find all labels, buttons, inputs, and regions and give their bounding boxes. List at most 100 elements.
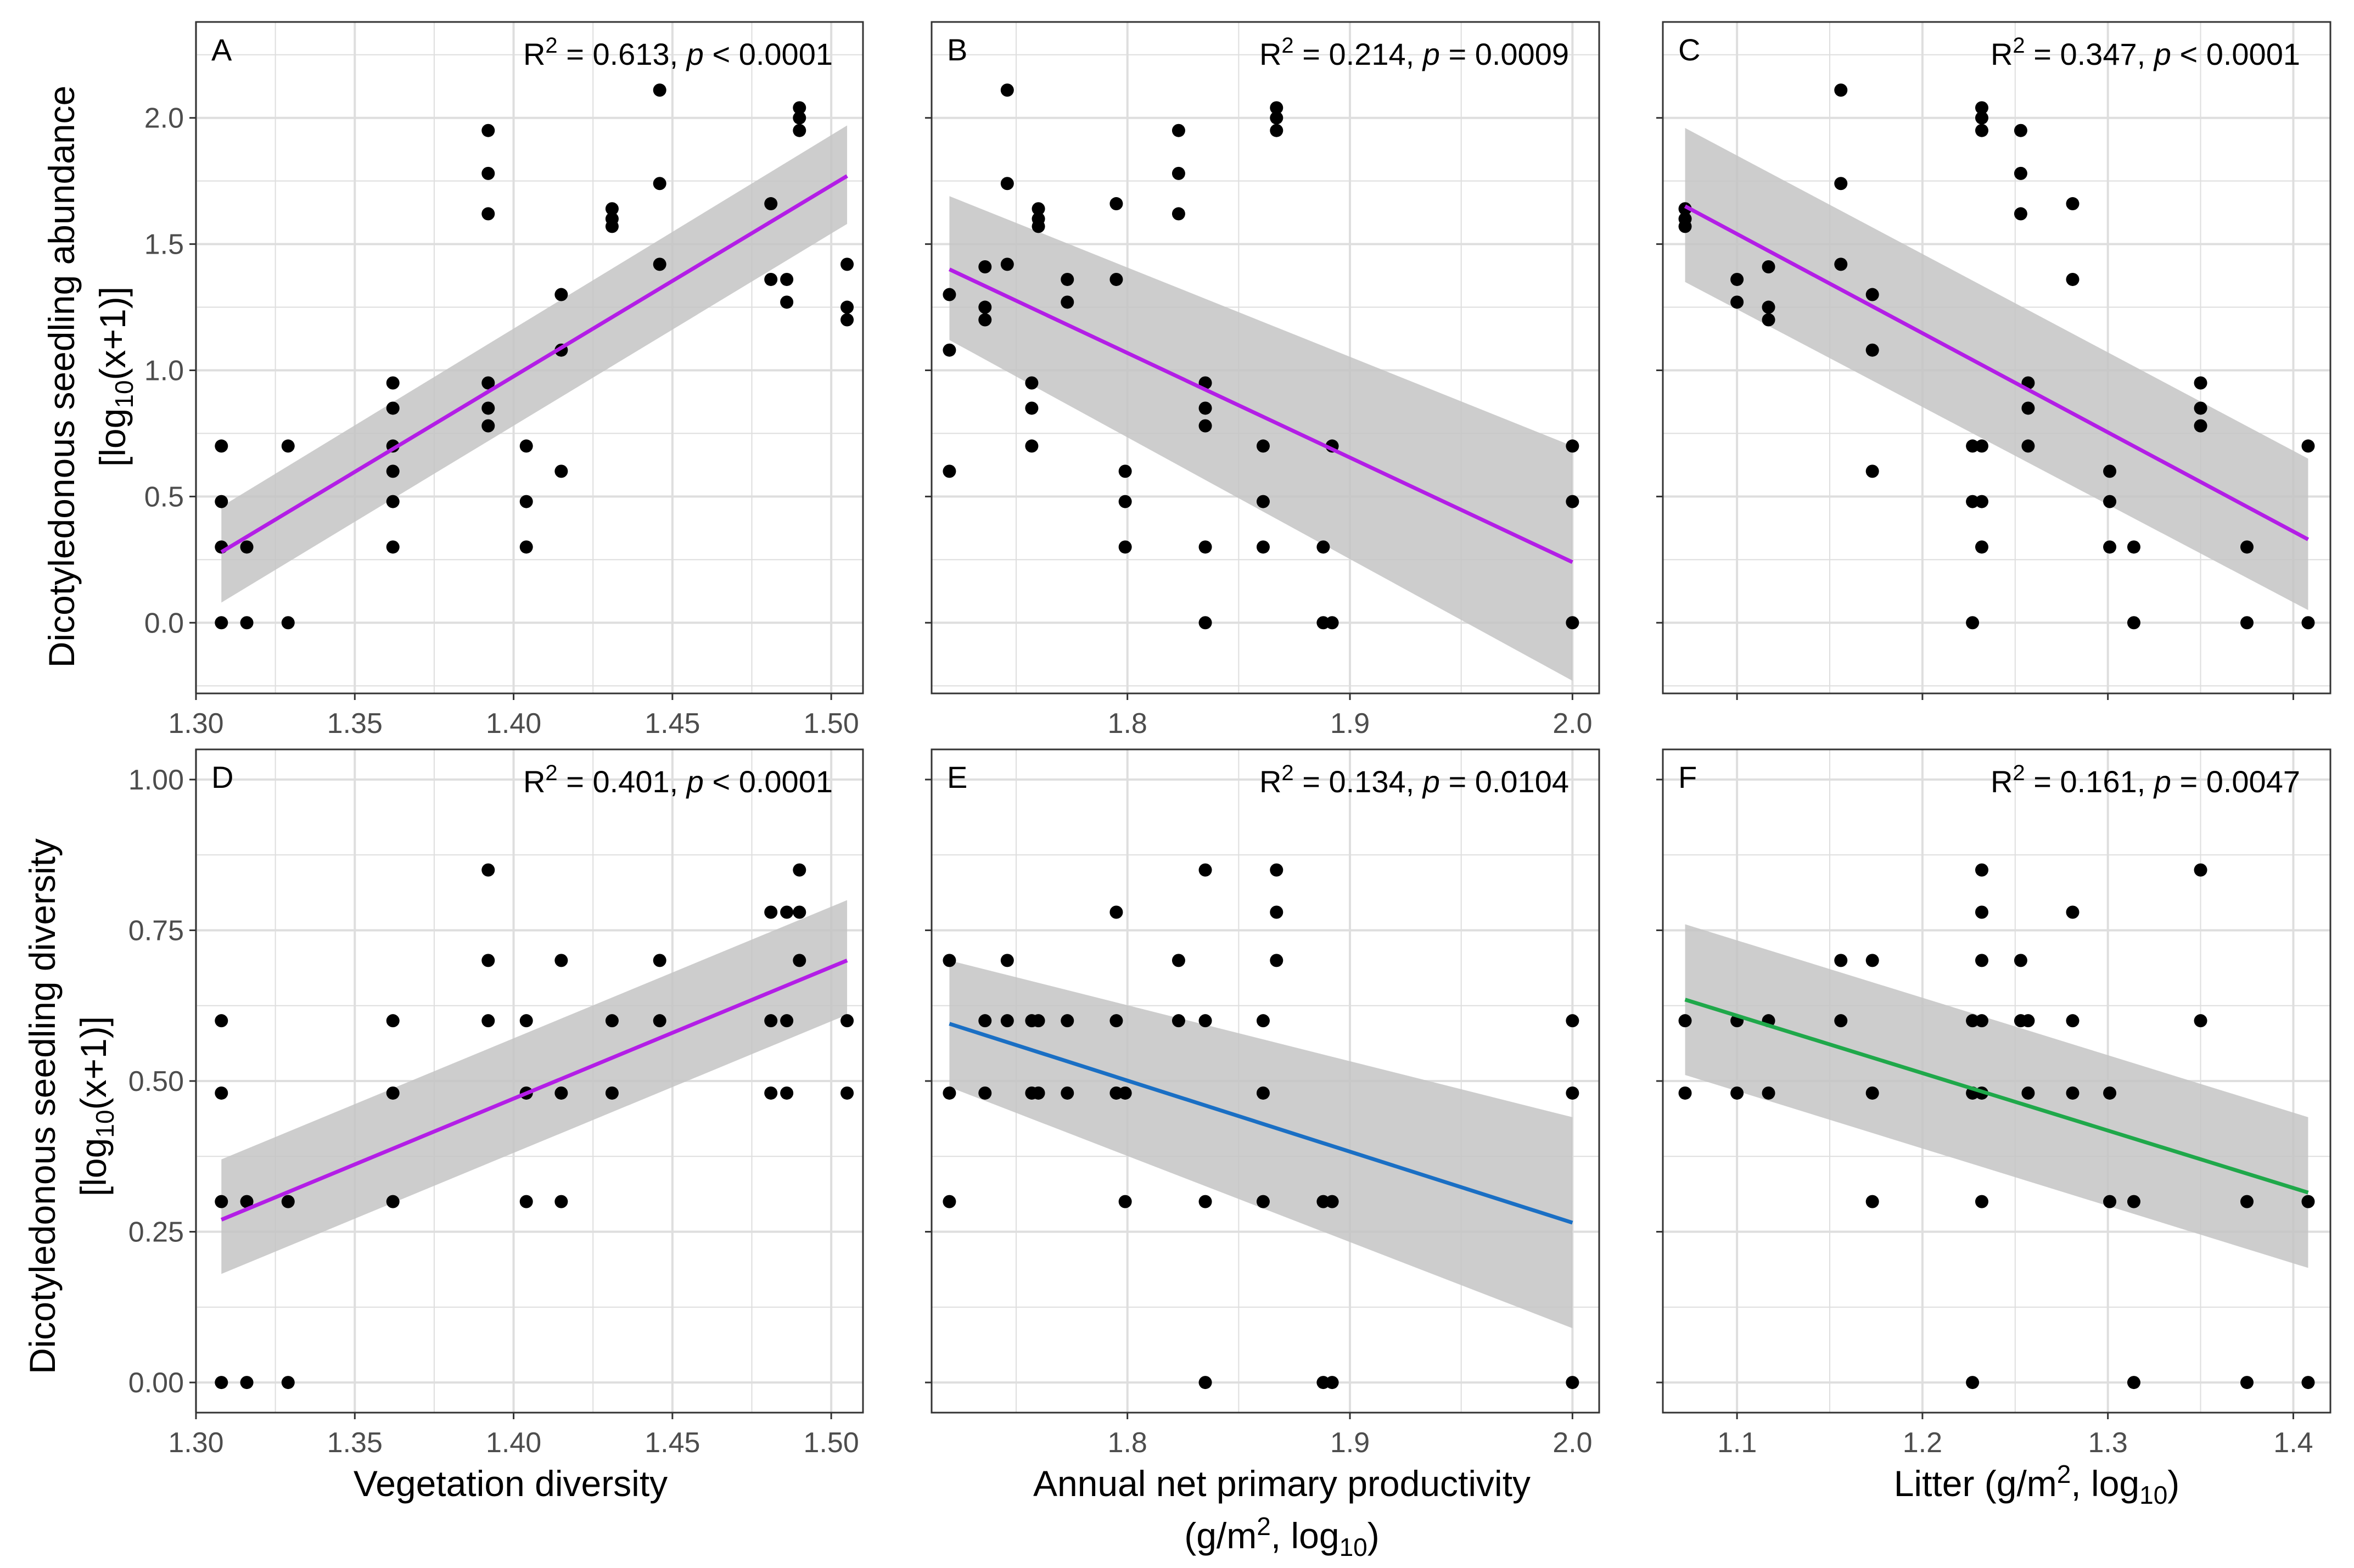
panel-e-stats: R2 = 0.134, p = 0.0104 <box>1259 761 1569 799</box>
panel-c-stats: R2 = 0.347, p < 0.0001 <box>1991 33 2300 71</box>
panel-e-stats-p-value: = 0.0104 <box>1440 764 1569 799</box>
y-title-diversity-line1: Dicotyledonous seedling diversity <box>22 838 63 1374</box>
panel-b-point-18 <box>1109 197 1123 211</box>
panel-e-fit-line <box>949 1022 1573 1225</box>
panel-b: 1.8 1.9 2.0 B R2 = 0.214, p = 0.0009 <box>925 21 1600 740</box>
panel-f-point-25 <box>2066 1014 2080 1028</box>
panel-b-point-10 <box>1025 401 1039 415</box>
panel-d-point-21 <box>605 1014 619 1028</box>
panel-a-point-6 <box>281 616 295 630</box>
panel-f-point-0 <box>1678 1086 1692 1100</box>
panel-c-point-19 <box>1975 439 1988 453</box>
panel-e-point-20 <box>1198 1376 1212 1390</box>
panel-c-point-23 <box>2014 207 2027 221</box>
y-axis-title-abundance: Dicotyledonous seedling abundance [log10… <box>41 86 138 668</box>
panel-a-point-10 <box>386 464 400 478</box>
panel-b-point-34 <box>1270 111 1284 125</box>
panel-d-point-20 <box>605 1086 619 1100</box>
panel-a-point-31 <box>653 83 666 97</box>
panel-f: 1.1 1.2 1.3 1.4 F R2 = 0.161, p = 0.0047 <box>1656 748 2331 1459</box>
panel-a-point-13 <box>386 376 400 390</box>
panel-f-point-18 <box>1975 905 1988 919</box>
panel-f-point-14 <box>1975 1195 1988 1208</box>
panel-e-point-21 <box>1198 1195 1212 1208</box>
panel-c-point-15 <box>1966 495 1980 508</box>
panel-d-point-30 <box>793 954 806 967</box>
panel-d-point-33 <box>840 1086 854 1100</box>
panel-b-fit-line <box>948 267 1573 564</box>
panel-f-point-19 <box>1975 863 1988 877</box>
panel-a-point-39 <box>840 313 854 327</box>
panel-c-fit-line <box>1684 204 2310 541</box>
panel-d-y-tick-label-2: 0.50 <box>128 1066 184 1097</box>
panel-b-x-tick-label-1: 1.9 <box>1330 708 1370 740</box>
panel-f-point-1 <box>1678 1014 1692 1028</box>
panel-a-point-25 <box>554 288 568 301</box>
panel-a-point-41 <box>840 257 854 271</box>
panel-e: 1.8 1.9 2.0 E R2 = 0.134, p = 0.0104 <box>925 748 1600 1459</box>
panel-e-point-28 <box>1270 905 1284 919</box>
panel-d-letter: D <box>211 760 233 794</box>
panel-d-x-tick-label-2: 1.40 <box>486 1427 541 1459</box>
panel-d-fit-line <box>220 959 848 1222</box>
x-title-vegetation-diversity: Vegetation diversity <box>354 1463 668 1504</box>
panel-e-point-1 <box>943 1086 956 1100</box>
panel-d-stats-p-value: < 0.0001 <box>704 764 833 799</box>
panel-d-confidence-band <box>221 900 848 1274</box>
panels: 0.00.51.01.52.01.30 1.35 1.40 1.45 1.50A R2 =… <box>128 21 2331 1459</box>
panel-c-letter: C <box>1678 32 1700 67</box>
panel-c-stats-p-value: < 0.0001 <box>2171 37 2300 71</box>
panel-c-stats-p-label: p <box>2153 37 2171 71</box>
panel-e-stats-r-label: R <box>1259 764 1281 799</box>
panel-f-point-6 <box>1834 1014 1848 1028</box>
panel-b-point-3 <box>978 313 992 327</box>
panel-a-letter: A <box>211 32 232 67</box>
panel-f-point-33 <box>2240 1376 2254 1390</box>
panel-d-point-34 <box>840 1014 854 1028</box>
x-title-litter: Litter (g/m2, log10) <box>1894 1460 2180 1509</box>
panel-e-point-14 <box>1109 1014 1123 1028</box>
y-title-abundance-line2: [log10(x+1)] <box>92 287 138 467</box>
panel-e-point-18 <box>1172 1014 1185 1028</box>
panel-e-point-5 <box>1000 1014 1014 1028</box>
panel-f-point-30 <box>2127 1195 2140 1208</box>
panel-a: 0.0 0.5 1.0 1.5 2.0 1.30 1.35 1.40 1.45 1.50 A R2 =… <box>144 21 864 740</box>
panel-b-point-38 <box>1325 616 1339 630</box>
panel-d-x-tick-label-1: 1.35 <box>327 1427 383 1459</box>
panel-a-point-8 <box>386 540 400 554</box>
panel-f-point-35 <box>2301 1376 2315 1390</box>
panel-f-stats-r2-sup: 2 <box>2013 761 2025 785</box>
panel-e-point-25 <box>1256 1086 1270 1100</box>
panel-f-point-27 <box>2103 1195 2117 1208</box>
panel-d-stats: R2 = 0.401, p < 0.0001 <box>523 761 833 799</box>
panel-d-y-tick-label-4: 1.00 <box>128 764 184 796</box>
panel-f-point-31 <box>2194 1014 2207 1028</box>
panel-d-point-26 <box>764 905 778 919</box>
panel-e-point-9 <box>1032 1086 1045 1100</box>
panel-b-point-42 <box>1566 439 1579 453</box>
panel-c-point-17 <box>1975 540 1988 554</box>
panel-c-point-20 <box>1975 124 1988 137</box>
panel-b-frame <box>931 21 1600 695</box>
panel-f-point-22 <box>2021 1086 2035 1100</box>
panel-d-x-tick-label-3: 1.45 <box>644 1427 700 1459</box>
panel-d: 0.00 0.25 0.50 0.75 1.00 1.30 1.35 1.40 1.45 1.50… <box>128 748 864 1459</box>
panel-e-point-6 <box>1000 954 1014 967</box>
panel-a-point-15 <box>481 401 495 415</box>
panel-e-stats-r2-value: = 0.134, <box>1294 764 1423 799</box>
panel-a-point-17 <box>481 207 495 221</box>
panel-f-point-21 <box>2014 954 2027 967</box>
panel-b-point-15 <box>1061 295 1074 309</box>
panel-e-point-19 <box>1172 954 1185 967</box>
panel-d-stats-r-label: R <box>523 764 545 799</box>
panel-f-stats-r-label: R <box>1991 764 2013 799</box>
panel-b-point-6 <box>1000 257 1014 271</box>
panel-c-point-21 <box>1975 111 1988 125</box>
panel-c-stats-r2-value: = 0.347, <box>2025 37 2154 71</box>
panel-e-x-tick-label-0: 1.8 <box>1108 1427 1147 1459</box>
panel-c-point-29 <box>2066 272 2080 286</box>
panel-c-point-22 <box>1975 101 1988 115</box>
panel-f-point-17 <box>1975 954 1988 967</box>
panel-f-point-34 <box>2240 1195 2254 1208</box>
panel-a-point-29 <box>653 257 666 271</box>
